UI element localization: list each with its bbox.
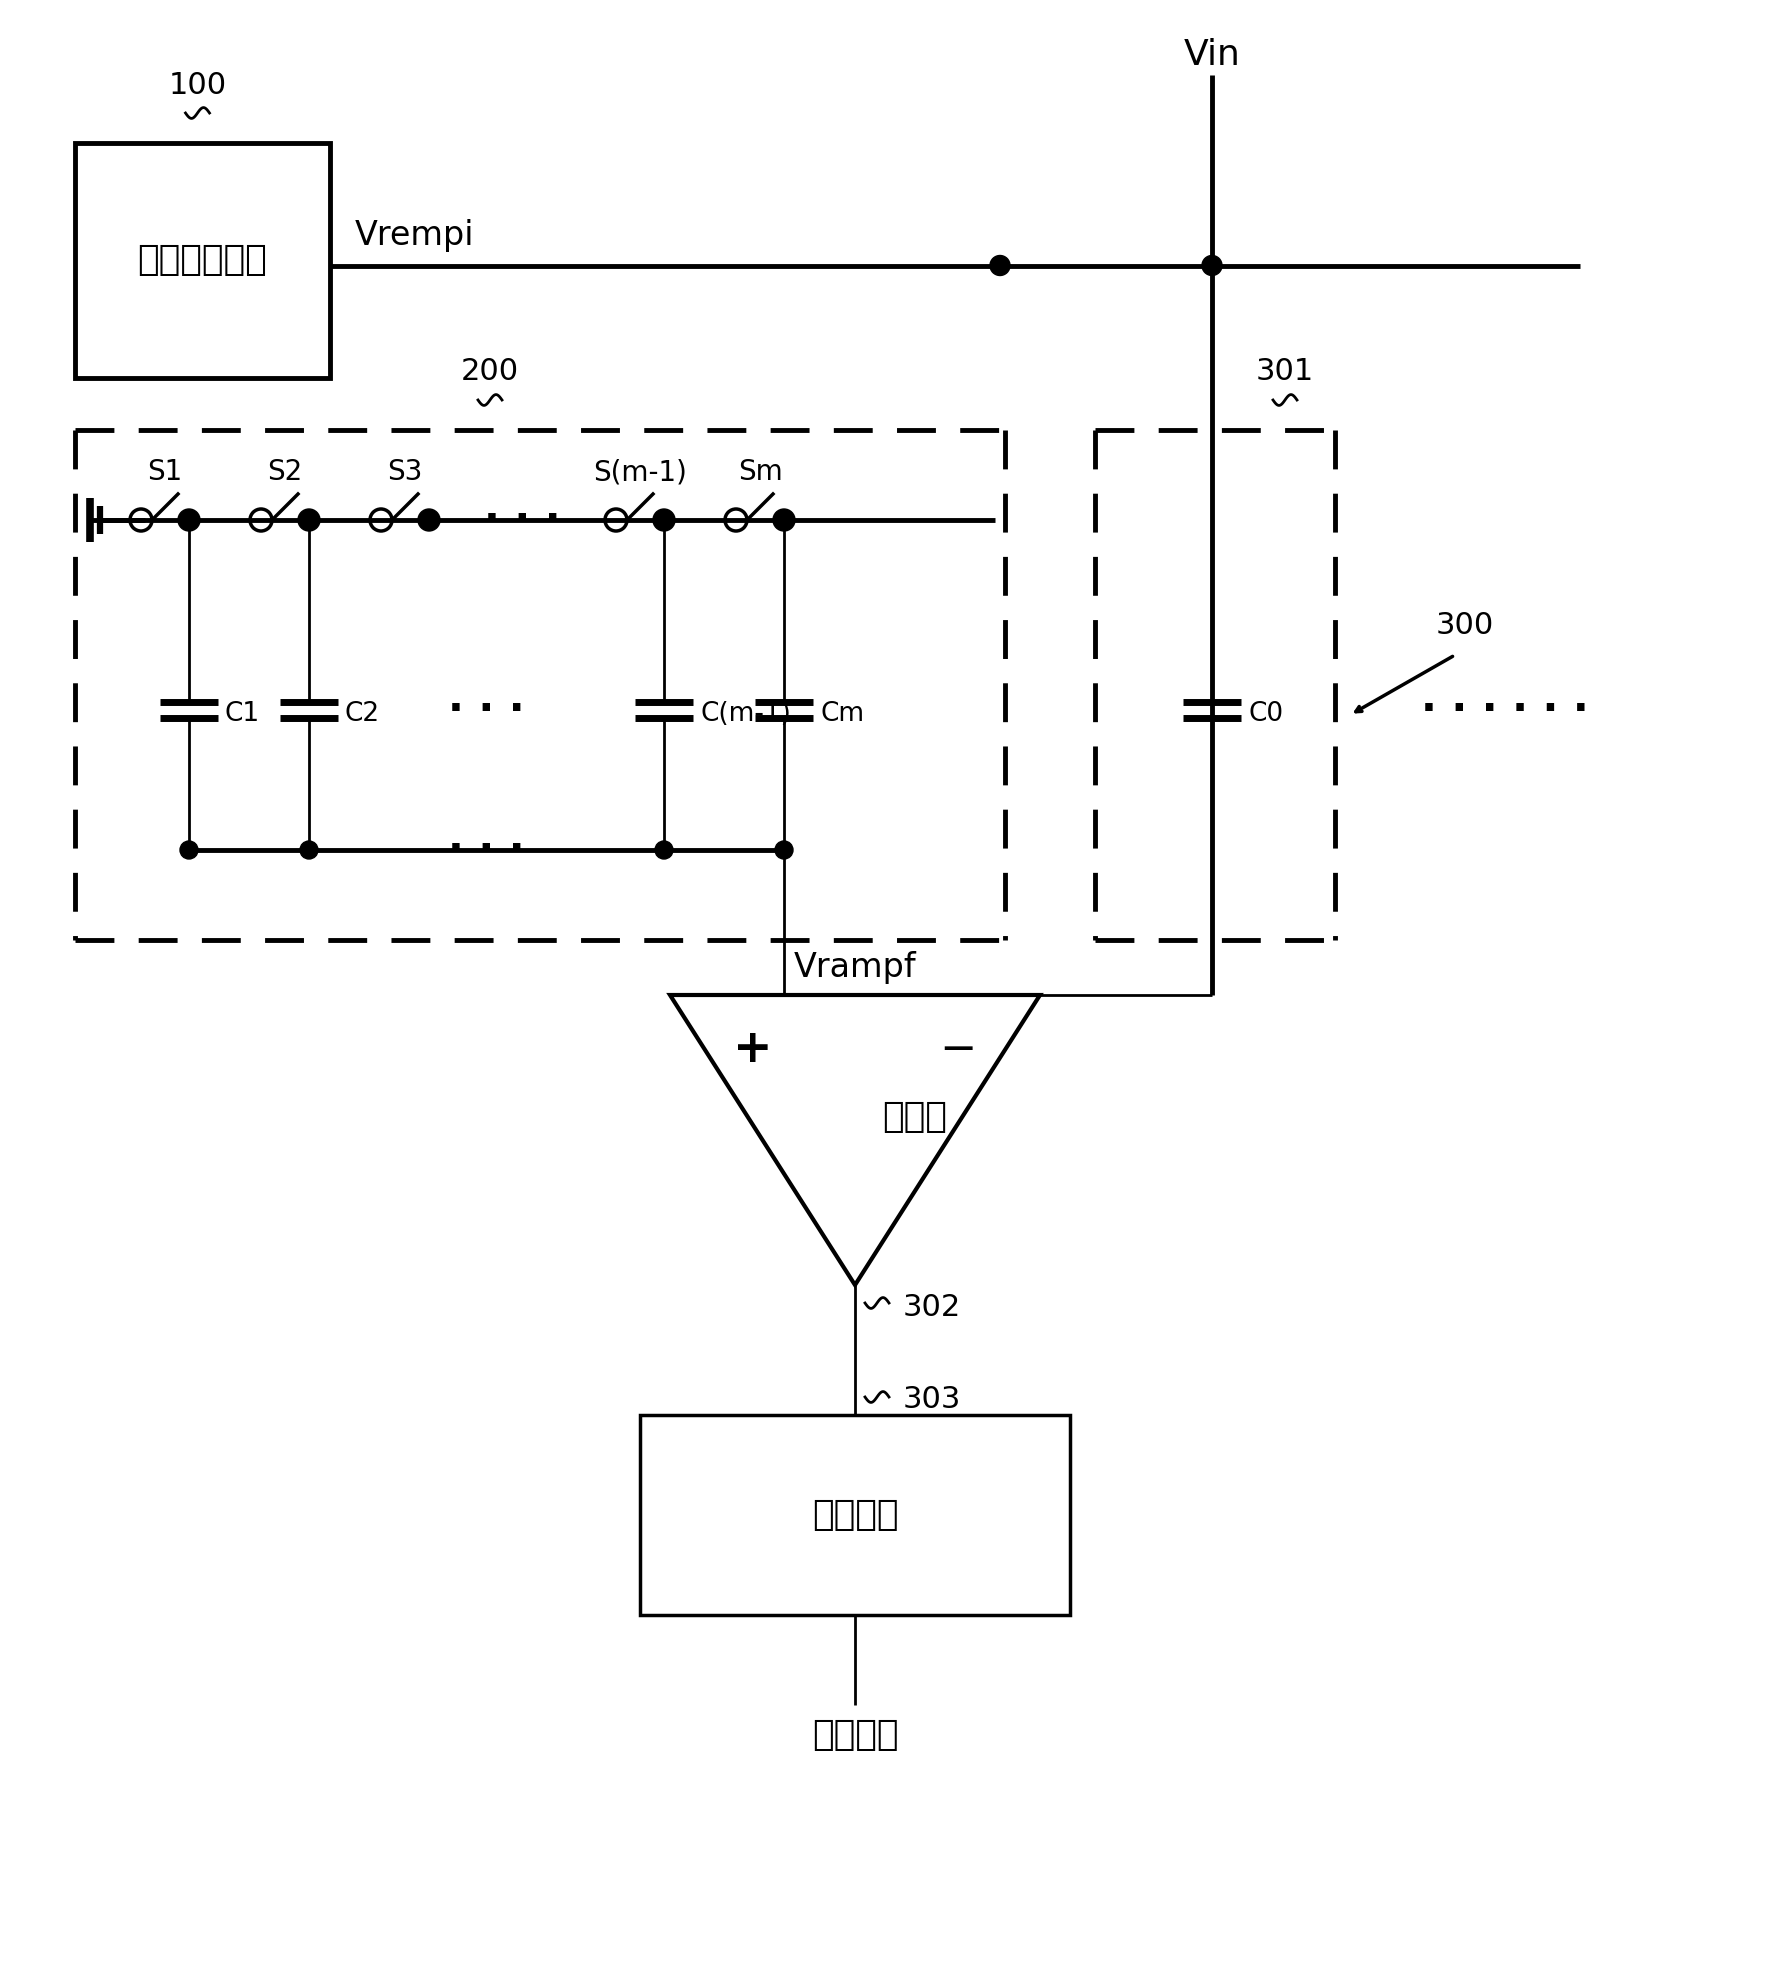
Text: Sm: Sm <box>737 458 783 486</box>
Bar <box>640 1415 1070 1615</box>
Text: · · ·: · · · <box>448 828 524 870</box>
Text: 303: 303 <box>903 1385 962 1415</box>
Circle shape <box>772 509 796 531</box>
Circle shape <box>774 840 794 858</box>
Text: S3: S3 <box>387 458 423 486</box>
Text: 比较器: 比较器 <box>883 1100 947 1134</box>
Text: Cm: Cm <box>821 702 863 727</box>
Text: 302: 302 <box>903 1292 962 1322</box>
Circle shape <box>417 509 441 531</box>
Text: · · ·: · · · <box>448 690 524 731</box>
Text: Vrempi: Vrempi <box>355 218 475 252</box>
Circle shape <box>655 840 673 858</box>
Text: · · ·: · · · <box>483 499 560 541</box>
Text: 斜坡发生模块: 斜坡发生模块 <box>137 244 268 277</box>
Text: 300: 300 <box>1436 610 1495 640</box>
Text: C1: C1 <box>225 702 260 727</box>
Circle shape <box>653 509 674 531</box>
Text: C(m-1): C(m-1) <box>699 702 790 727</box>
Circle shape <box>298 509 319 531</box>
Text: 100: 100 <box>168 71 227 99</box>
Text: C2: C2 <box>344 702 380 727</box>
Text: Vrampf: Vrampf <box>794 951 917 985</box>
Circle shape <box>178 509 200 531</box>
Bar <box>75 143 330 379</box>
Text: +: + <box>733 1027 772 1072</box>
Circle shape <box>180 840 198 858</box>
Text: S2: S2 <box>268 458 303 486</box>
Text: 200: 200 <box>460 357 519 386</box>
Circle shape <box>990 256 1010 275</box>
Text: C0: C0 <box>1249 702 1283 727</box>
Text: 301: 301 <box>1256 357 1315 386</box>
Text: 计数单元: 计数单元 <box>812 1498 899 1532</box>
Circle shape <box>300 840 318 858</box>
Text: −: − <box>938 1029 976 1072</box>
Text: S1: S1 <box>148 458 182 486</box>
Text: Vin: Vin <box>1183 38 1240 71</box>
Text: S(m-1): S(m-1) <box>592 458 687 486</box>
Text: · · · · · ·: · · · · · · <box>1422 690 1590 731</box>
Text: 数字码值: 数字码值 <box>812 1718 899 1752</box>
Circle shape <box>1202 256 1222 275</box>
